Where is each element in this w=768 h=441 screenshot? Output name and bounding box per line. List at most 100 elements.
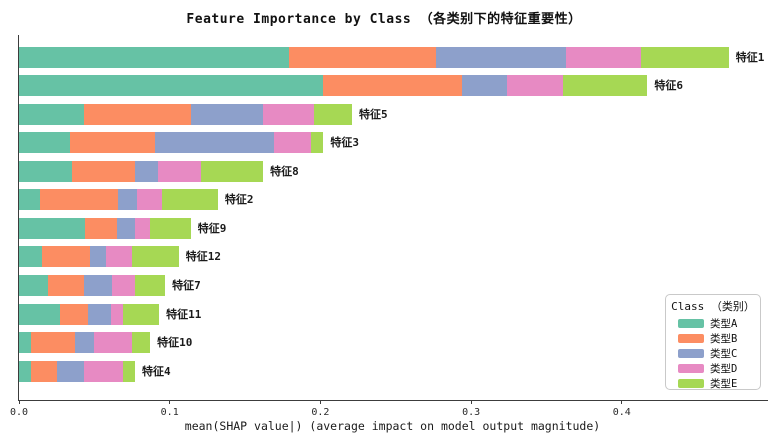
bar-segment-类型A bbox=[19, 132, 71, 154]
bar-segment-类型B bbox=[71, 160, 135, 182]
legend-title: Class （类别） bbox=[671, 300, 755, 313]
x-tick-label: 0.4 bbox=[612, 407, 631, 418]
bar-row bbox=[19, 132, 324, 154]
bar-segment-类型C bbox=[116, 217, 135, 239]
bar-segment-类型B bbox=[31, 360, 57, 382]
bar-value-label: 特征10 bbox=[157, 336, 193, 350]
bar-segment-类型A bbox=[19, 303, 60, 325]
bar-segment-类型B bbox=[288, 46, 437, 68]
bar-segment-类型C bbox=[154, 132, 274, 154]
bar-segment-类型B bbox=[323, 75, 462, 97]
bar-segment-类型E bbox=[134, 275, 166, 297]
bar-segment-类型D bbox=[134, 217, 151, 239]
bar-value-label: 特征6 bbox=[654, 79, 684, 93]
bar-value-label: 特征3 bbox=[330, 136, 360, 150]
legend-label: 类型E bbox=[710, 378, 738, 390]
x-tick-label: 0.2 bbox=[311, 407, 330, 418]
bar-row bbox=[19, 189, 218, 211]
bar-segment-类型B bbox=[83, 103, 191, 125]
bar-segment-类型E bbox=[201, 160, 264, 182]
legend-swatch-icon bbox=[678, 379, 704, 388]
bar-segment-类型A bbox=[19, 217, 86, 239]
legend-swatch-icon bbox=[678, 319, 704, 328]
bar-segment-类型A bbox=[19, 189, 41, 211]
bar-value-label: 特征11 bbox=[166, 307, 202, 321]
legend-label: 类型A bbox=[710, 318, 738, 330]
bar-row bbox=[19, 246, 179, 268]
bar-segment-类型C bbox=[56, 360, 84, 382]
bar-segment-类型A bbox=[19, 160, 72, 182]
bar-segment-类型D bbox=[566, 46, 642, 68]
bar-segment-类型A bbox=[19, 246, 42, 268]
bar-segment-类型E bbox=[132, 332, 151, 354]
bar-value-label: 特征7 bbox=[172, 279, 201, 293]
bar-segment-类型C bbox=[118, 189, 137, 211]
legend-swatch-icon bbox=[678, 349, 704, 358]
bar-segment-类型C bbox=[436, 46, 567, 68]
bar-segment-类型E bbox=[562, 75, 648, 97]
legend-label: 类型D bbox=[710, 363, 738, 375]
bar-value-label: 特征12 bbox=[185, 250, 221, 264]
bar-row bbox=[19, 46, 729, 68]
bar-segment-类型B bbox=[59, 303, 89, 325]
x-tick-mark bbox=[621, 400, 623, 404]
bar-row bbox=[19, 303, 160, 325]
bar-segment-类型C bbox=[89, 246, 107, 268]
bar-segment-类型E bbox=[314, 103, 352, 125]
x-axis-label: mean(SHAP value|) (average impact on mod… bbox=[184, 419, 601, 433]
bar-segment-类型C bbox=[83, 275, 113, 297]
bar-segment-类型A bbox=[19, 332, 32, 354]
legend-swatch-icon bbox=[678, 334, 704, 343]
bar-segment-类型D bbox=[94, 332, 133, 354]
bar-segment-类型A bbox=[19, 360, 32, 382]
bar-segment-类型A bbox=[19, 275, 48, 297]
bar-segment-类型C bbox=[88, 303, 111, 325]
legend-swatch-icon bbox=[678, 364, 704, 373]
bar-segment-类型E bbox=[150, 217, 191, 239]
x-tick-label: 0.0 bbox=[9, 407, 29, 418]
chart-title: Feature Importance by Class （各类别下的特征重要性） bbox=[186, 12, 582, 27]
bar-segment-类型E bbox=[122, 360, 136, 382]
bar-segment-类型B bbox=[47, 275, 84, 297]
legend-entry: 类型B bbox=[670, 331, 756, 346]
bar-segment-类型D bbox=[110, 303, 123, 325]
bar-segment-类型A bbox=[19, 46, 289, 68]
bar-segment-类型A bbox=[19, 75, 324, 97]
bar-segment-类型E bbox=[131, 246, 179, 268]
bar-row bbox=[19, 160, 264, 182]
bar-value-label: 特征1 bbox=[735, 50, 765, 64]
bar-segment-类型D bbox=[83, 360, 123, 382]
bar-segment-类型B bbox=[41, 246, 90, 268]
bar-value-label: 特征9 bbox=[197, 221, 227, 235]
bar-row bbox=[19, 217, 191, 239]
bar-segment-类型C bbox=[134, 160, 158, 182]
x-tick-mark bbox=[169, 400, 171, 404]
legend-entry: 类型A bbox=[670, 316, 756, 331]
bar-segment-类型D bbox=[507, 75, 563, 97]
plot-area: 特征1 特征6 特征5 特征3 特征8 特征2 特征9 特征12 特征7 特征11 特征10 特征4 … bbox=[10, 35, 768, 418]
bar-segment-类型B bbox=[85, 217, 117, 239]
bar-segment-类型E bbox=[122, 303, 160, 325]
bar-segment-类型C bbox=[461, 75, 508, 97]
bar-row bbox=[19, 75, 648, 97]
bar-segment-类型A bbox=[19, 103, 84, 125]
legend-label: 类型B bbox=[710, 333, 738, 345]
bar-segment-类型D bbox=[263, 103, 315, 125]
x-tick-mark bbox=[18, 400, 20, 404]
bar-row bbox=[19, 332, 151, 354]
bar-segment-类型D bbox=[273, 132, 312, 154]
bar-segment-类型B bbox=[40, 189, 119, 211]
legend-entry: 类型D bbox=[670, 361, 756, 376]
bar-segment-类型B bbox=[31, 332, 75, 354]
legend-label: 类型C bbox=[710, 348, 738, 360]
bar-segment-类型C bbox=[190, 103, 264, 125]
legend-entries: 类型A 类型B 类型C 类型D 类型E bbox=[670, 316, 756, 391]
bar-row bbox=[19, 360, 136, 382]
x-tick-mark bbox=[470, 400, 472, 404]
bar-segment-类型D bbox=[106, 246, 132, 268]
bar-segment-类型D bbox=[157, 160, 202, 182]
bar-value-label: 特征2 bbox=[224, 193, 254, 207]
x-tick-mark bbox=[319, 400, 321, 404]
bar-segment-类型D bbox=[112, 275, 135, 297]
